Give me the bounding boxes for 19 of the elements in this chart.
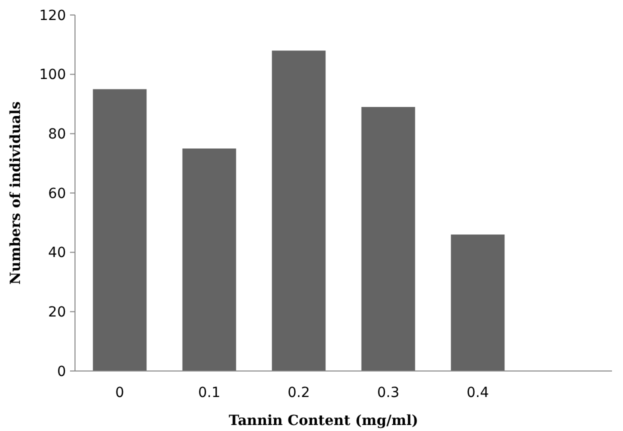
y-tick-label: 80 [48,126,66,143]
y-tick-label: 0 [57,364,66,380]
y-axis-title: Numbers of individuals [8,101,24,285]
y-tick-label: 40 [48,245,66,262]
x-tick-label: 0.2 [288,385,310,401]
x-tick-label: 0.4 [466,385,489,401]
bar [272,50,326,371]
x-tick-label: 0.1 [198,385,220,401]
bar [92,89,147,371]
bar [361,106,416,371]
y-tick-label: 60 [48,186,66,202]
x-tick-label: 0.3 [377,385,400,401]
x-axis-title: Tannin Content (mg/ml) [228,413,418,429]
y-tick-label: 20 [48,304,66,321]
y-tick-label: 100 [39,67,66,84]
y-tick-label: 120 [39,8,66,24]
bar [182,148,236,371]
bar [450,234,505,371]
x-tick-label: 0 [115,385,124,401]
